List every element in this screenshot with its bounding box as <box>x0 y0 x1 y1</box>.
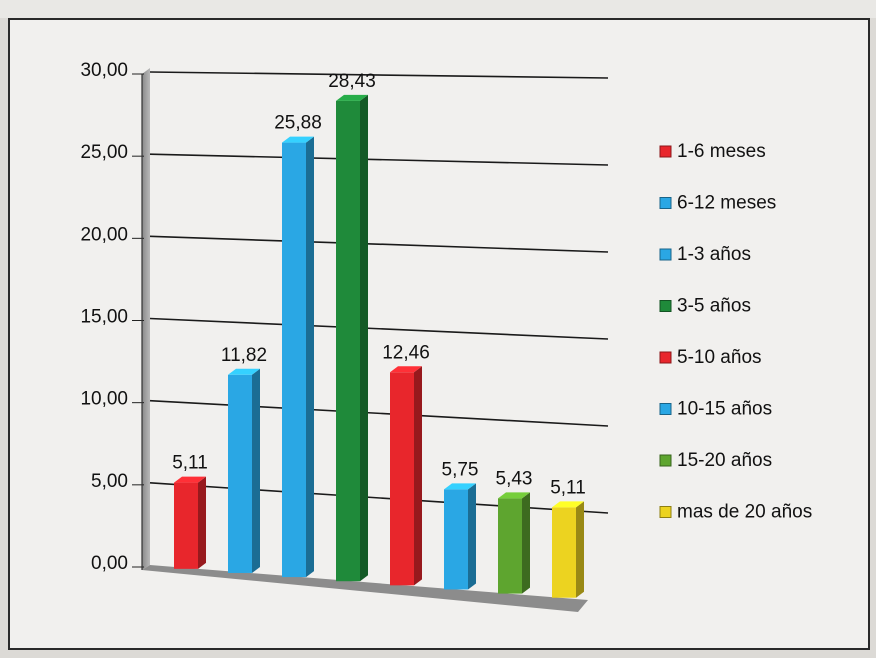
bar-front <box>336 101 360 581</box>
bar[interactable] <box>282 137 314 578</box>
legend-label: 1-3 años <box>677 244 751 265</box>
bar-front <box>282 143 306 578</box>
legend-item[interactable]: 6-12 meses <box>660 193 776 214</box>
bar[interactable] <box>336 95 368 581</box>
y-tick-label: 10,00 <box>80 389 128 410</box>
y-tick-label: 25,00 <box>80 142 128 163</box>
data-label: 28,43 <box>328 71 376 92</box>
gridline <box>150 401 608 426</box>
bar[interactable] <box>552 501 584 597</box>
bar-side <box>252 369 260 573</box>
legend-label: 6-12 meses <box>677 193 776 214</box>
data-label: 12,46 <box>382 342 430 363</box>
gridline <box>150 236 608 252</box>
legend-item[interactable]: 1-6 meses <box>660 141 766 162</box>
bar-side <box>306 137 314 578</box>
bar[interactable] <box>444 483 476 589</box>
legend-label: 5-10 años <box>677 347 762 368</box>
bar-front <box>228 375 252 573</box>
legend-swatch <box>660 352 671 363</box>
bar[interactable] <box>228 369 260 573</box>
y-tick-label: 20,00 <box>80 224 128 245</box>
legend-swatch <box>660 301 671 312</box>
bar[interactable] <box>174 477 206 569</box>
legend-swatch <box>660 249 671 260</box>
bar-front <box>498 498 522 593</box>
legend-label: mas de 20 años <box>677 502 812 523</box>
legend-swatch <box>660 198 671 209</box>
legend-item[interactable]: 3-5 años <box>660 296 751 317</box>
data-label: 11,82 <box>221 345 267 366</box>
gridline <box>150 483 608 513</box>
data-label: 5,75 <box>442 459 479 480</box>
y-tick-label: 5,00 <box>91 471 128 492</box>
legend-swatch <box>660 404 671 415</box>
legend-label: 15-20 años <box>677 450 772 471</box>
y-tick-label: 15,00 <box>80 307 128 328</box>
bar-side <box>360 95 368 581</box>
side-wall <box>142 68 150 570</box>
legend-item[interactable]: 10-15 años <box>660 399 772 420</box>
bar[interactable] <box>498 492 530 593</box>
legend-item[interactable]: 1-3 años <box>660 244 751 265</box>
y-tick-label: 0,00 <box>91 553 128 574</box>
legend-label: 1-6 meses <box>677 141 766 162</box>
gridline <box>150 319 608 340</box>
bar-front <box>390 372 414 585</box>
legend-swatch <box>660 507 671 518</box>
bar-side <box>468 483 476 589</box>
gridline <box>150 72 608 78</box>
bar-side <box>576 501 584 597</box>
data-label: 5,43 <box>496 468 533 489</box>
gridline <box>150 154 608 165</box>
bar-front <box>552 507 576 597</box>
bar-front <box>174 483 198 569</box>
legend-swatch <box>660 146 671 157</box>
legend-label: 10-15 años <box>677 399 772 420</box>
data-label: 25,88 <box>274 113 322 134</box>
data-label: 5,11 <box>550 477 586 498</box>
legend-item[interactable]: 5-10 años <box>660 347 762 368</box>
legend-item[interactable]: 15-20 años <box>660 450 772 471</box>
bar-front <box>444 489 468 589</box>
legend-item[interactable]: mas de 20 años <box>660 502 812 523</box>
bar-side <box>198 477 206 569</box>
data-label: 5,11 <box>172 453 208 474</box>
legend-label: 3-5 años <box>677 296 751 317</box>
bar-side <box>414 366 422 585</box>
y-tick-label: 30,00 <box>80 60 128 81</box>
legend-swatch <box>660 455 671 466</box>
bar-side <box>522 492 530 593</box>
bar[interactable] <box>390 366 422 585</box>
